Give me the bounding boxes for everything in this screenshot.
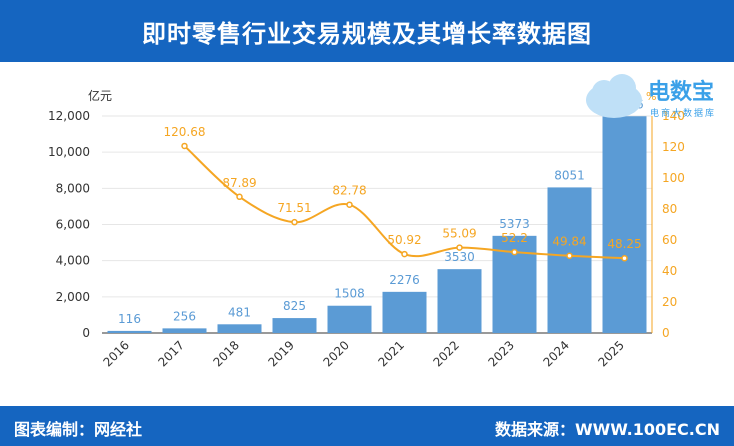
y-left-tick-label: 0 — [82, 326, 90, 340]
y-right-tick-label: 40 — [662, 264, 677, 278]
logo-name: 电数宝 — [648, 80, 715, 105]
x-tick-label: 2020 — [320, 338, 351, 369]
bar — [382, 291, 427, 333]
y-left-tick-label: 6,000 — [56, 218, 90, 232]
bar-value-label: 3530 — [444, 250, 475, 264]
y-right-tick-label: 60 — [662, 233, 677, 247]
footer-credit: 图表编制：网经社 — [14, 420, 143, 439]
y-left-tick-label: 10,000 — [48, 145, 90, 159]
cloud-logo-icon — [586, 74, 642, 118]
growth-point — [621, 254, 628, 262]
bar — [162, 328, 207, 333]
y-left-tick-label: 8,000 — [56, 181, 90, 195]
y-right-unit: % — [646, 90, 656, 103]
bar — [327, 305, 372, 333]
chart-title-banner: 即时零售行业交易规模及其增长率数据图 — [0, 0, 734, 62]
y-right-tick-label: 80 — [662, 202, 677, 216]
bar-value-label: 256 — [173, 309, 196, 323]
growth-point — [291, 218, 298, 226]
footer-source: 数据来源：WWW.100EC.CN — [494, 420, 720, 439]
growth-point — [456, 244, 463, 251]
bar — [547, 187, 592, 333]
chart-area: 0 2,000 4,000 6,000 8,000 10,000 12,000 0 20 40 60… — [48, 88, 685, 370]
bar — [107, 330, 152, 333]
chart-title: 即时零售行业交易规模及其增长率数据图 — [142, 19, 592, 48]
x-tick-label: 2018 — [210, 338, 241, 369]
growth-value-label: 52.2 — [501, 231, 528, 245]
x-tick-label: 2019 — [265, 338, 296, 369]
footer: 图表编制：网经社 数据来源：WWW.100EC.CN — [0, 406, 734, 446]
logo: 电数宝 电商大数据库 — [582, 70, 732, 126]
bar — [437, 269, 482, 333]
y-right-tick-label: 0 — [662, 326, 670, 340]
growth-value-label: 55.09 — [442, 227, 476, 241]
y-right-tick-label: 20 — [662, 295, 677, 309]
y-right-tick-label: 140 — [662, 109, 685, 123]
growth-value-label: 87.89 — [222, 176, 256, 190]
growth-line — [183, 145, 625, 260]
x-tick-label: 2016 — [100, 338, 131, 369]
growth-point — [511, 248, 518, 256]
growth-point — [566, 252, 573, 259]
bar-value-label: 825 — [283, 299, 306, 313]
growth-point — [181, 142, 188, 150]
growth-value-label: 48.25 — [607, 237, 641, 251]
bar-value-label: 116 — [118, 312, 141, 326]
growth-value-label: 49.84 — [552, 235, 586, 249]
bar — [602, 116, 647, 333]
growth-value-label: 50.92 — [387, 233, 421, 247]
y-right-tick-label: 100 — [662, 171, 685, 185]
x-tick-label: 2021 — [375, 338, 406, 369]
y-left-tick-label: 4,000 — [56, 254, 90, 268]
logo-subtitle: 电商大数据库 — [650, 109, 717, 119]
growth-point — [236, 193, 243, 201]
y-left-tick-label: 12,000 — [48, 109, 90, 123]
bar-value-label: 481 — [228, 305, 251, 319]
x-tick-label: 2022 — [430, 338, 461, 369]
growth-point — [401, 250, 408, 258]
bar-value-label: 8051 — [554, 168, 585, 182]
x-tick-label: 2024 — [540, 338, 571, 369]
bar-value-label: 2276 — [389, 273, 420, 287]
bar-value-label: 1508 — [334, 287, 365, 301]
growth-point — [346, 201, 353, 208]
growth-value-label: 120.68 — [164, 125, 206, 139]
x-tick-label: 2023 — [485, 338, 516, 369]
growth-value-label: 71.51 — [277, 201, 311, 215]
bar — [272, 318, 317, 333]
x-tick-label: 2017 — [155, 338, 186, 369]
y-left-unit: 亿元 — [88, 88, 112, 103]
bar — [217, 324, 262, 333]
y-left-tick-label: 2,000 — [56, 290, 90, 304]
y-right-tick-label: 120 — [662, 140, 685, 154]
x-tick-label: 2025 — [595, 338, 626, 369]
growth-value-label: 82.78 — [332, 184, 366, 198]
bar-value-label: 5373 — [499, 217, 530, 231]
